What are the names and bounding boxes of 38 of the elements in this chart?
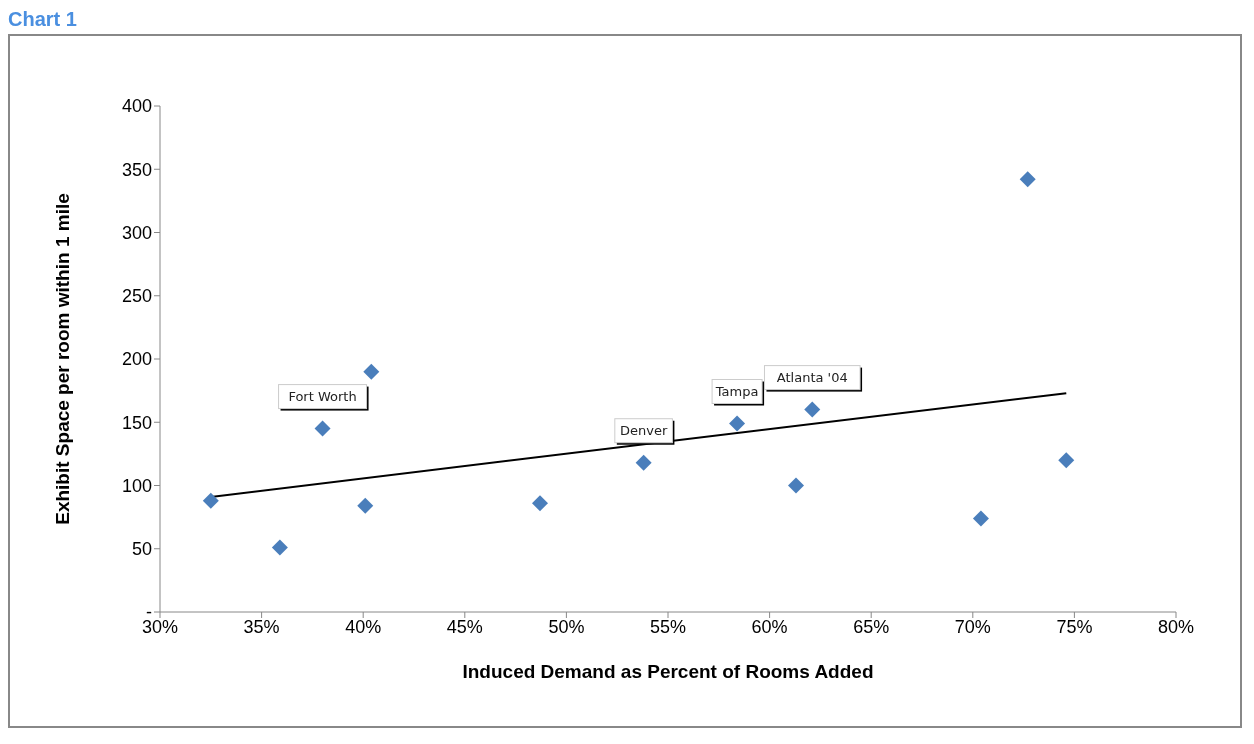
- y-tick-label: 300: [121, 222, 152, 243]
- point: [729, 415, 746, 432]
- annotation: Tampa: [714, 383, 759, 399]
- x-tick-label: 35%: [243, 616, 280, 637]
- point: [804, 401, 821, 418]
- x-tick-label: 60%: [751, 616, 788, 637]
- point: [314, 420, 331, 437]
- x-tick-label: 40%: [345, 616, 382, 637]
- point: [635, 454, 652, 471]
- x-tick-label: 55%: [649, 616, 687, 637]
- point: [271, 539, 288, 556]
- point: [972, 510, 989, 527]
- x-tick-label: 80%: [1157, 616, 1195, 637]
- point: [531, 495, 548, 512]
- y-tick-label: 250: [121, 286, 152, 307]
- y-tick-label: 400: [121, 96, 152, 117]
- x-tick-label: 50%: [548, 616, 585, 637]
- y-axis-title: Exhibit Space per room within 1 mile: [51, 193, 73, 525]
- x-tick-label: 45%: [446, 616, 483, 637]
- chart-title: Chart 1: [8, 8, 78, 32]
- annotation: Denver: [619, 422, 668, 438]
- annotation: Atlanta '04: [776, 369, 848, 385]
- x-tick-label: 75%: [1056, 616, 1093, 637]
- annotation: Fort Worth: [288, 388, 357, 404]
- y-tick-label: 350: [121, 159, 152, 180]
- point: [1019, 171, 1036, 188]
- point: [1058, 452, 1075, 469]
- point: [363, 363, 380, 380]
- point: [357, 497, 374, 514]
- x-tick-label: 70%: [954, 616, 991, 637]
- x-axis-title: Induced Demand as Percent of Rooms Added: [462, 661, 874, 682]
- y-tick-label: 200: [121, 349, 152, 370]
- point: [202, 492, 219, 509]
- y-tick-label: 150: [121, 412, 152, 433]
- point: [788, 477, 805, 494]
- y-tick-label: 100: [121, 475, 152, 496]
- x-tick-label: 65%: [853, 616, 890, 637]
- y-tick-label: 50: [131, 539, 152, 560]
